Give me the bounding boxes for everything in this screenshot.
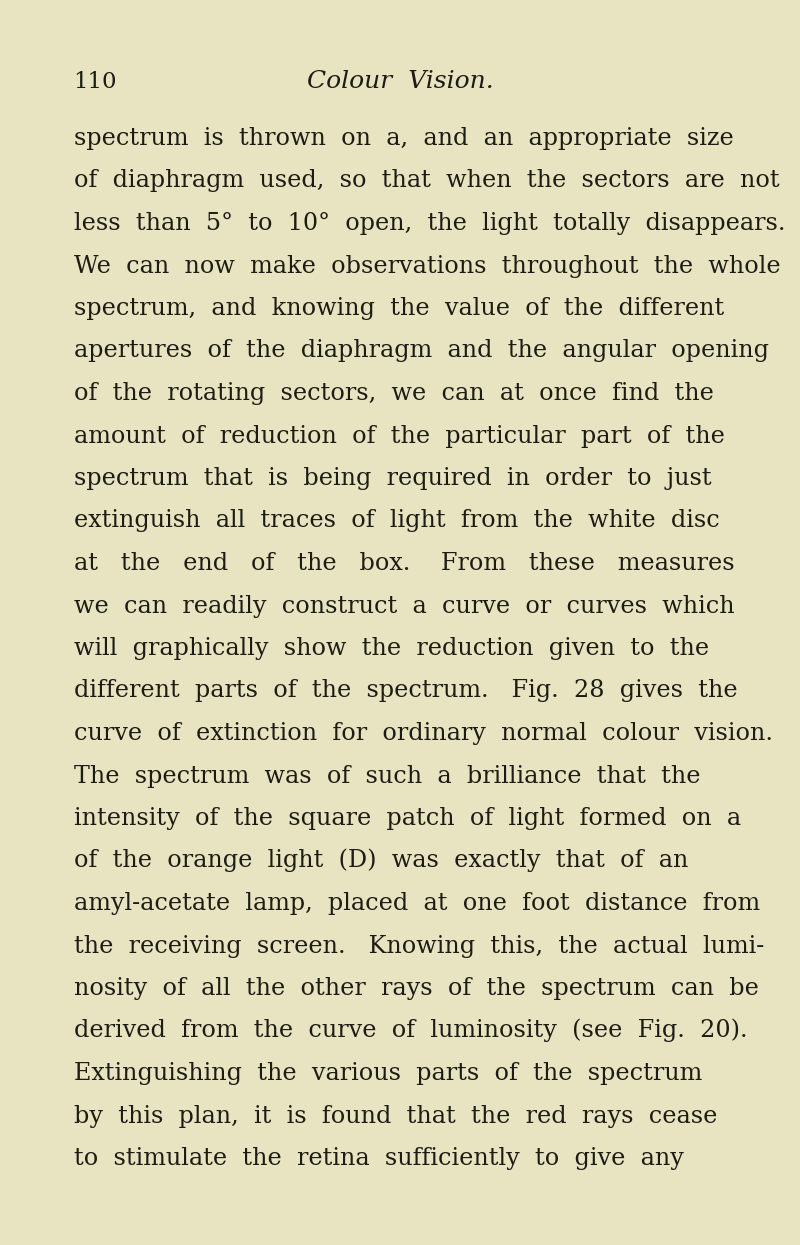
Text: spectrum  is  thrown  on  a,  and  an  appropriate  size: spectrum is thrown on a, and an appropri… xyxy=(74,127,734,149)
Text: of  diaphragm  used,  so  that  when  the  sectors  are  not: of diaphragm used, so that when the sect… xyxy=(74,169,779,193)
Text: less  than  5°  to  10°  open,  the  light  totally  disappears.: less than 5° to 10° open, the light tota… xyxy=(74,212,785,235)
Text: of  the  rotating  sectors,  we  can  at  once  find  the: of the rotating sectors, we can at once … xyxy=(74,382,714,405)
Text: spectrum  that  is  being  required  in  order  to  just: spectrum that is being required in order… xyxy=(74,467,711,491)
Text: curve  of  extinction  for  ordinary  normal  colour  vision.: curve of extinction for ordinary normal … xyxy=(74,722,773,745)
Text: of  the  orange  light  (D)  was  exactly  that  of  an: of the orange light (D) was exactly that… xyxy=(74,849,688,873)
Text: Colour  Vision.: Colour Vision. xyxy=(306,70,494,93)
Text: Extinguishing  the  various  parts  of  the  spectrum: Extinguishing the various parts of the s… xyxy=(74,1062,702,1084)
Text: extinguish  all  traces  of  light  from  the  white  disc: extinguish all traces of light from the … xyxy=(74,509,719,533)
Text: different  parts  of  the  spectrum.   Fig.  28  gives  the: different parts of the spectrum. Fig. 28… xyxy=(74,680,738,702)
Text: 110: 110 xyxy=(74,71,117,93)
Text: apertures  of  the  diaphragm  and  the  angular  opening: apertures of the diaphragm and the angul… xyxy=(74,340,769,362)
Text: amyl-acetate  lamp,  placed  at  one  foot  distance  from: amyl-acetate lamp, placed at one foot di… xyxy=(74,891,760,915)
Text: intensity  of  the  square  patch  of  light  formed  on  a: intensity of the square patch of light f… xyxy=(74,807,741,830)
Text: to  stimulate  the  retina  sufficiently  to  give  any: to stimulate the retina sufficiently to … xyxy=(74,1147,683,1170)
Text: will  graphically  show  the  reduction  given  to  the: will graphically show the reduction give… xyxy=(74,637,709,660)
Text: nosity  of  all  the  other  rays  of  the  spectrum  can  be: nosity of all the other rays of the spec… xyxy=(74,977,758,1000)
Text: the  receiving  screen.   Knowing  this,  the  actual  lumi-: the receiving screen. Knowing this, the … xyxy=(74,935,764,957)
Text: amount  of  reduction  of  the  particular  part  of  the: amount of reduction of the particular pa… xyxy=(74,425,725,447)
Text: spectrum,  and  knowing  the  value  of  the  different: spectrum, and knowing the value of the d… xyxy=(74,298,724,320)
Text: derived  from  the  curve  of  luminosity  (see  Fig.  20).: derived from the curve of luminosity (se… xyxy=(74,1018,747,1042)
Text: at   the   end   of   the   box.    From   these   measures: at the end of the box. From these measur… xyxy=(74,552,734,575)
Text: by  this  plan,  it  is  found  that  the  red  rays  cease: by this plan, it is found that the red r… xyxy=(74,1104,717,1128)
Text: The  spectrum  was  of  such  a  brilliance  that  the: The spectrum was of such a brilliance th… xyxy=(74,764,700,788)
Text: We  can  now  make  observations  throughout  the  whole: We can now make observations throughout … xyxy=(74,254,780,278)
Text: we  can  readily  construct  a  curve  or  curves  which: we can readily construct a curve or curv… xyxy=(74,595,734,618)
